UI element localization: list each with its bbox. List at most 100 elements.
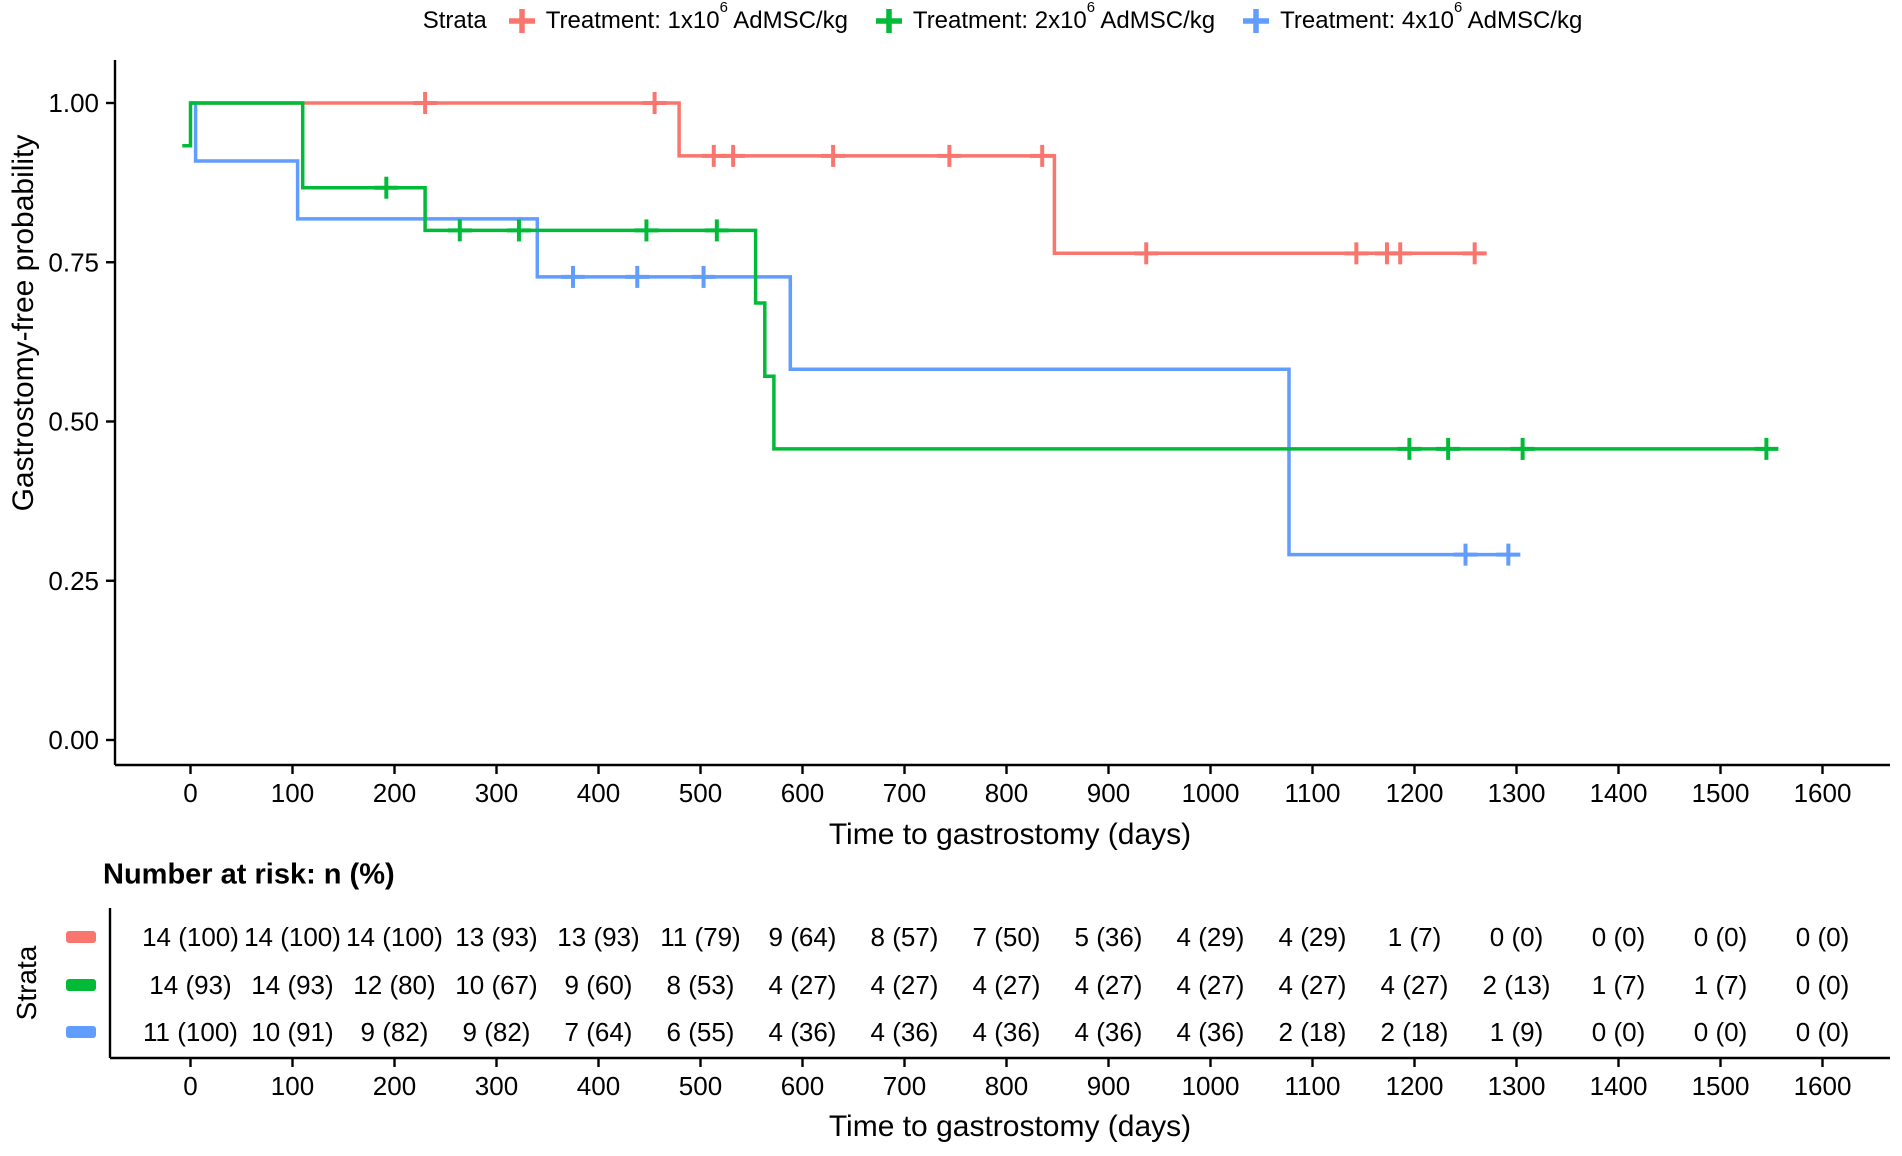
risk-cell: 0 (0) [1796, 1017, 1849, 1047]
risk-cell: 4 (36) [973, 1017, 1041, 1047]
risk-cell: 4 (27) [1075, 970, 1143, 1000]
risk-table-x-tick-label: 300 [475, 1071, 518, 1101]
risk-table-x-tick-label: 900 [1087, 1071, 1130, 1101]
risk-cell: 14 (100) [142, 922, 239, 952]
x-tick-label: 0 [183, 778, 197, 808]
censor-mark [561, 265, 585, 288]
censor-mark [625, 265, 650, 288]
censor-mark [1030, 144, 1055, 167]
risk-cell: 4 (36) [769, 1017, 837, 1047]
y-tick-label: 0.25 [48, 566, 99, 596]
legend-item-label: Treatment: 2x106 AdMSC/kg [912, 0, 1216, 34]
risk-cell: 9 (60) [565, 970, 633, 1000]
strata-swatch [66, 979, 96, 991]
risk-cell: 4 (36) [1075, 1017, 1143, 1047]
risk-table-row: 11 (100) 10 (91) 9 (82) 9 (82) 7 (64) 6 (55) 4… [143, 1017, 1849, 1047]
km-curve [182, 101, 1767, 451]
y-tick-label: 0.50 [48, 407, 99, 437]
risk-cell: 7 (64) [565, 1017, 633, 1047]
strata-swatch [66, 931, 96, 943]
censor-mark [413, 92, 438, 114]
x-tick-label: 500 [679, 778, 722, 808]
risk-cell: 0 (0) [1592, 922, 1645, 952]
legend-title: Strata [422, 7, 487, 34]
risk-table-x-tick-label: 1000 [1182, 1071, 1240, 1101]
censor-mark [1397, 437, 1422, 460]
censor-mark [642, 92, 667, 114]
risk-cell: 4 (27) [1177, 970, 1245, 1000]
km-curve [190, 101, 1483, 256]
risk-cell: 1 (7) [1592, 970, 1645, 1000]
x-tick-label: 800 [985, 778, 1028, 808]
risk-cell: 14 (100) [244, 922, 341, 952]
censor-mark [634, 219, 659, 242]
risk-cell: 2 (18) [1279, 1017, 1347, 1047]
km-series-410 [190, 101, 1521, 566]
censor-mark [704, 219, 729, 242]
x-tick-label: 600 [781, 778, 824, 808]
risk-cell: 6 (55) [667, 1017, 735, 1047]
x-tick-label: 1200 [1386, 778, 1444, 808]
risk-table-x-tick-label: 100 [271, 1071, 314, 1101]
risk-cell: 2 (13) [1483, 970, 1551, 1000]
risk-cell: 14 (93) [251, 970, 333, 1000]
legend-item-treatment-4: Treatment: 4x106 AdMSC/kg [1241, 0, 1583, 36]
risk-cell: 4 (27) [769, 970, 837, 1000]
x-tick-label: 400 [577, 778, 620, 808]
censor-mark [506, 219, 531, 242]
legend-item-label: Treatment: 4x106 AdMSC/kg [1280, 0, 1583, 34]
censor-mark [821, 144, 846, 167]
x-tick-label: 1100 [1285, 778, 1341, 808]
legend-item-label: Treatment: 1x106 AdMSC/kg [545, 0, 848, 34]
x-tick-label: 300 [475, 778, 518, 808]
risk-cell: 4 (36) [871, 1017, 939, 1047]
strata-swatch [66, 1026, 96, 1038]
x-tick-label: 1500 [1692, 778, 1750, 808]
risk-table-title: Number at risk: n (%) [103, 858, 395, 891]
censor-mark [1344, 242, 1369, 265]
risk-cell: 13 (93) [557, 922, 639, 952]
legend-item-treatment-2: Treatment: 2x106 AdMSC/kg [874, 0, 1216, 36]
risk-cell: 13 (93) [455, 922, 537, 952]
risk-table-x-tick-label: 1400 [1590, 1071, 1648, 1101]
censor-mark [1134, 242, 1159, 265]
x-axis-ticks: 0 100 200 300 400 500 600 700 800 900 1000 1100 1200… [183, 765, 1851, 808]
x-tick-label: 1600 [1794, 778, 1852, 808]
risk-table-x-tick-label: 1200 [1386, 1071, 1444, 1101]
y-tick-label: 1.00 [48, 88, 99, 118]
risk-cell: 0 (0) [1796, 970, 1849, 1000]
risk-table: 0 100 200 300 400 500 600 700 800 900 1000 1100 1200… [66, 908, 1890, 1101]
risk-cell: 1 (9) [1490, 1017, 1543, 1047]
legend: Strata Treatment: 1x106 AdMSC/kg Treatme… [115, 0, 1890, 40]
censor-mark [1496, 543, 1521, 566]
risk-table-x-tick-label: 1500 [1692, 1071, 1750, 1101]
censor-plus-icon [875, 9, 902, 33]
risk-cell: 2 (18) [1381, 1017, 1449, 1047]
risk-cell: 14 (100) [346, 922, 443, 952]
censor-mark [447, 219, 472, 242]
main-axes [113, 60, 1890, 767]
y-axis-ticks: 0.00 0.25 0.50 0.75 1.00 [48, 88, 115, 755]
risk-cell: 10 (67) [455, 970, 537, 1000]
km-series-110 [190, 92, 1487, 265]
risk-cell: 12 (80) [353, 970, 435, 1000]
risk-table-x-tick-label: 700 [883, 1071, 926, 1101]
risk-table-row: 14 (93) 14 (93) 12 (80) 10 (67) 9 (60) 8 (53)… [149, 970, 1849, 1000]
risk-table-x-tick-label: 1600 [1794, 1071, 1852, 1101]
risk-table-x-axis-title: Time to gastrostomy (days) [828, 1110, 1192, 1143]
censor-mark [937, 144, 962, 167]
risk-cell: 0 (0) [1796, 922, 1849, 952]
risk-cell: 9 (82) [463, 1017, 531, 1047]
censor-mark [1436, 437, 1461, 460]
legend-item-treatment-1: Treatment: 1x106 AdMSC/kg [507, 0, 848, 36]
x-tick-label: 1300 [1488, 778, 1546, 808]
risk-cell: 8 (57) [871, 922, 939, 952]
risk-table-x-tick-label: 800 [985, 1071, 1028, 1101]
risk-cell: 14 (93) [149, 970, 231, 1000]
risk-table-row: 14 (100) 14 (100) 14 (100) 13 (93) 13 (93) 11… [142, 922, 1849, 952]
x-tick-label: 700 [883, 778, 926, 808]
risk-cell: 9 (64) [769, 922, 837, 952]
risk-cell: 4 (29) [1177, 922, 1245, 952]
